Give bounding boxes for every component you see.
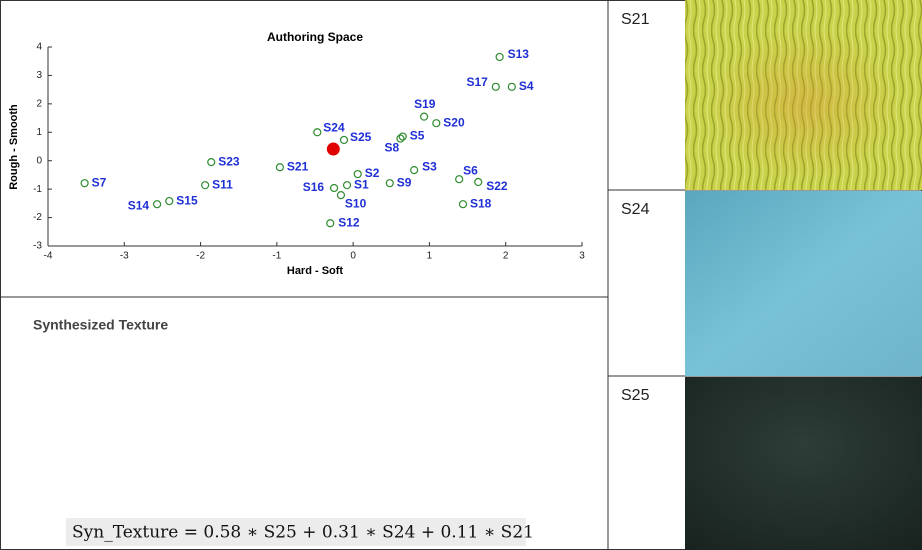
- data-point: [340, 136, 347, 143]
- data-point: [492, 83, 499, 90]
- data-point: [154, 201, 161, 208]
- y-tick-label: -3: [33, 241, 42, 252]
- point-label: S17: [466, 75, 488, 89]
- data-point: [276, 164, 283, 171]
- point-label: S12: [338, 215, 360, 229]
- data-point: [508, 83, 515, 90]
- texture-tint: [685, 0, 922, 190]
- y-tick-label: 1: [36, 127, 42, 138]
- data-point: [202, 182, 209, 189]
- data-point: [344, 182, 351, 189]
- point-label: S6: [463, 163, 478, 177]
- x-tick-label: -3: [120, 251, 129, 262]
- point-label: S5: [410, 129, 425, 143]
- point-label: S16: [303, 180, 325, 194]
- point-label: S11: [212, 177, 233, 191]
- texture-image: [685, 191, 922, 376]
- data-point: [314, 129, 321, 136]
- data-point: [459, 201, 466, 208]
- point-label: S25: [350, 130, 372, 144]
- point-label: S8: [384, 141, 399, 155]
- x-tick-label: 0: [350, 251, 356, 262]
- scatter-chart: Authoring Space Hard - Soft Rough - Smoo…: [8, 30, 585, 277]
- screen: Authoring Space Hard - Soft Rough - Smoo…: [0, 0, 922, 550]
- point-label: S15: [176, 193, 198, 207]
- data-point: [327, 143, 340, 156]
- data-point: [208, 159, 215, 166]
- point-label: S14: [128, 198, 150, 212]
- point-label: S3: [422, 159, 437, 173]
- data-point: [337, 192, 344, 199]
- x-tick-label: 2: [503, 251, 509, 262]
- y-axis-label: Rough - Smooth: [8, 104, 20, 190]
- point-label: S19: [414, 97, 436, 111]
- x-tick-label: -1: [272, 251, 281, 262]
- point-label: S18: [470, 196, 492, 210]
- point-label: S9: [397, 175, 412, 189]
- sample-label: S21: [621, 11, 650, 28]
- data-point: [411, 167, 418, 174]
- y-tick-label: 0: [36, 155, 42, 166]
- y-tick-label: -1: [33, 184, 42, 195]
- data-point: [386, 180, 393, 187]
- data-point: [327, 220, 334, 227]
- x-tick-label: -4: [44, 251, 53, 262]
- point-label: S24: [323, 120, 345, 134]
- x-tick-label: 1: [427, 251, 433, 262]
- point-label: S22: [486, 179, 508, 193]
- x-tick-label: 3: [579, 251, 585, 262]
- data-point: [475, 179, 482, 186]
- point-label: S21: [287, 159, 309, 173]
- data-point: [433, 120, 440, 127]
- data-point: [496, 53, 503, 60]
- point-label: S13: [508, 47, 530, 61]
- sample-label: S25: [621, 387, 650, 404]
- y-tick-label: 2: [36, 98, 42, 109]
- point-label: S4: [519, 79, 534, 93]
- point-label: S7: [92, 175, 107, 189]
- section-title: Synthesized Texture: [33, 317, 168, 333]
- data-point: [81, 180, 88, 187]
- data-point: [331, 185, 338, 192]
- point-label: S20: [443, 115, 465, 129]
- sample-label: S24: [621, 201, 650, 218]
- x-axis-label: Hard - Soft: [287, 265, 344, 277]
- data-point: [166, 198, 173, 205]
- point-label: S2: [365, 166, 380, 180]
- x-tick-label: -2: [196, 251, 205, 262]
- chart-title: Authoring Space: [267, 30, 363, 44]
- y-tick-label: 4: [36, 42, 42, 53]
- formula: Syn_Texture = 0.58 ∗ S25 + 0.31 ∗ S24 + …: [72, 523, 534, 543]
- y-tick-label: -2: [33, 212, 42, 223]
- point-label: S23: [218, 154, 240, 168]
- texture-image: [685, 377, 922, 550]
- data-point: [456, 176, 463, 183]
- data-point: [421, 113, 428, 120]
- y-tick-label: 3: [36, 70, 42, 81]
- point-label: S10: [345, 196, 367, 210]
